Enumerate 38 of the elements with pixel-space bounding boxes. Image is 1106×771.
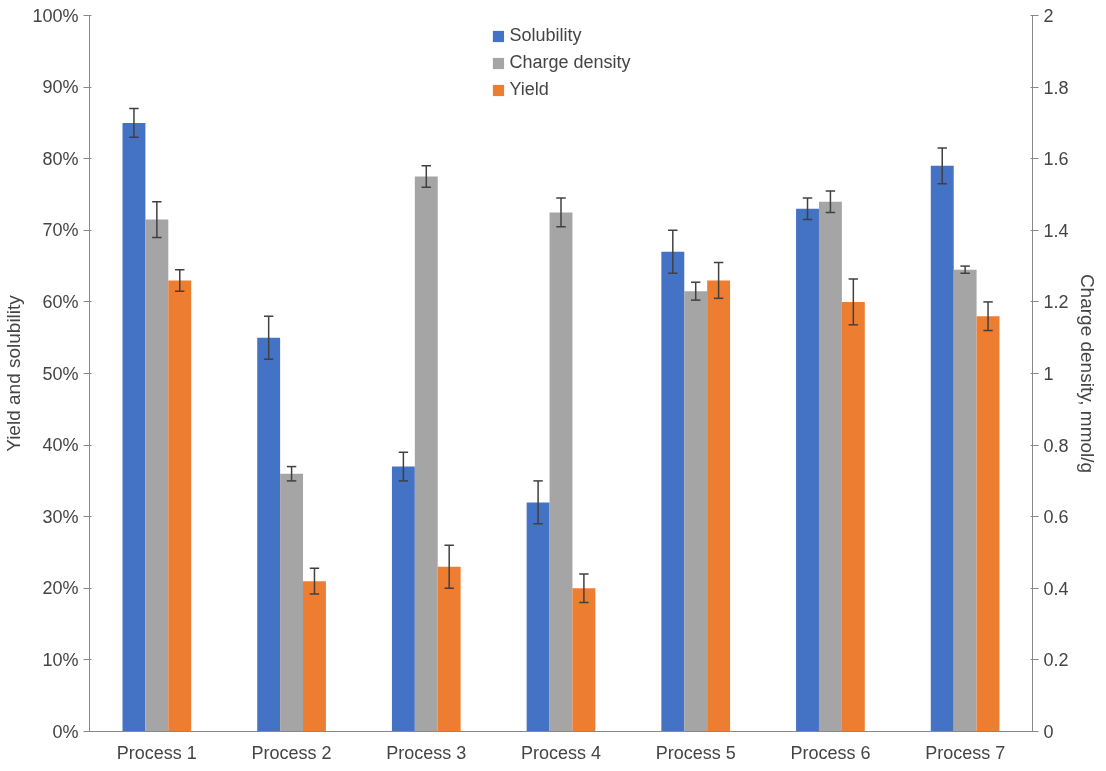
y2-tick-label: 1.6 [1043,149,1069,170]
x-tick-label: Process 1 [116,742,197,763]
y2-tick-label: 1.4 [1043,220,1069,241]
x-tick-label: Process 3 [386,742,467,763]
legend-label: Charge density [509,52,631,73]
y-tick-label: 70% [42,220,79,241]
x-tick-label: Process 2 [251,742,332,763]
x-tick-label: Process 7 [925,742,1006,763]
x-tick-label: Process 4 [520,742,602,763]
bar [414,176,438,732]
y-tick-label: 40% [42,435,79,456]
legend-label: Yield [509,79,549,100]
bar [549,212,573,732]
y2-tick-label: 1.2 [1043,292,1069,313]
y2-tick-label: 1 [1043,364,1054,384]
y-axis-title: Yield and solubility [3,294,25,452]
legend-label: Solubility [509,25,582,46]
y-tick-label: 0% [52,721,79,742]
y2-tick-label: 0.4 [1043,578,1069,599]
x-tick-label: Process 5 [655,742,736,763]
y-tick-label: 10% [42,649,79,670]
y2-tick-label: 0.2 [1043,650,1069,671]
y-tick-label: 50% [42,363,79,384]
y-tick-label: 60% [42,291,79,312]
y-tick-label: 20% [42,578,79,599]
x-tick-label: Process 6 [790,742,871,763]
y2-tick-label: 1.8 [1043,77,1069,98]
y2-tick-label: 2 [1043,6,1054,26]
y-tick-label: 90% [42,77,79,98]
y2-tick-label: 0 [1043,722,1054,742]
y-tick-label: 100% [32,5,79,26]
y2-tick-label: 0.6 [1043,507,1069,528]
bar [572,588,596,732]
y2-tick-label: 0.8 [1043,435,1069,456]
y-tick-label: 30% [42,506,79,527]
y2-axis-title: Charge density, mmol/g [1076,273,1098,474]
bar [437,566,461,732]
y-tick-label: 80% [42,148,79,169]
